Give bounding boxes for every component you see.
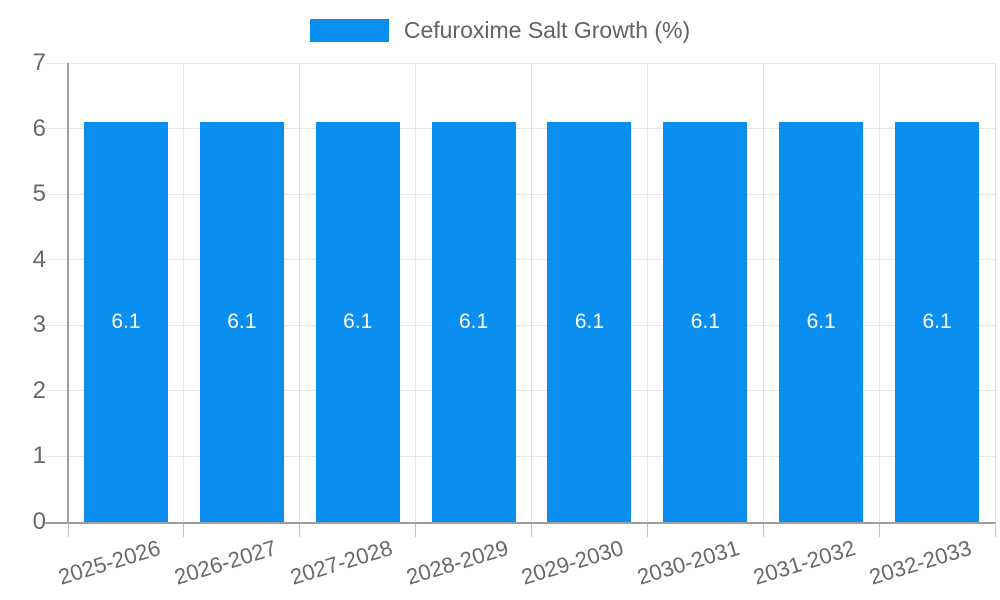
x-gridline	[299, 63, 301, 522]
y-axis-tick-label: 2	[32, 376, 46, 404]
y-gridline	[45, 259, 995, 261]
bar-value-label: 6.1	[111, 310, 141, 333]
y-axis-tick-label: 0	[32, 508, 46, 535]
y-gridline	[45, 455, 995, 457]
plot-area: 0 1 2 3 4 5 6 7 6.1 6.1 6.1 6.1 6.1 6.1 6.1 6.1 2025-202…	[33, 49, 996, 590]
legend-label: Cefuroxime Salt Growth (%)	[403, 17, 691, 43]
y-gridline	[45, 193, 995, 195]
y-axis-tick-label: 1	[32, 442, 46, 470]
bar-value-label: 6.1	[922, 310, 952, 333]
y-axis-tick-label: 4	[32, 245, 46, 273]
y-axis-tick-label: 5	[32, 180, 46, 208]
bar-value-label: 6.1	[343, 310, 373, 333]
bar-value-label: 6.1	[806, 310, 836, 333]
x-axis-tick	[762, 522, 764, 537]
y-gridline	[45, 128, 995, 130]
bar-value-label: 6.1	[458, 310, 489, 333]
x-gridline	[531, 63, 532, 522]
y-axis-tick-label: 7	[32, 49, 46, 76]
bar[interactable]: 6.1	[663, 122, 748, 522]
y-axis-tick-label: 6	[32, 114, 46, 142]
x-axis-tick	[415, 522, 417, 537]
bar[interactable]: 6.1	[315, 122, 400, 522]
bar[interactable]: 6.1	[895, 122, 980, 522]
x-gridline	[994, 63, 996, 522]
x-axis-tick	[299, 522, 301, 537]
bar-value-label: 6.1	[690, 310, 720, 333]
legend-swatch	[309, 19, 389, 42]
legend: Cefuroxime Salt Growth (%)	[0, 17, 1000, 44]
y-gridline	[45, 390, 995, 392]
x-axis-tick	[67, 522, 69, 537]
bar[interactable]: 6.1	[199, 122, 284, 522]
y-axis-line	[67, 63, 69, 522]
x-gridline	[183, 63, 185, 522]
bar[interactable]: 6.1	[779, 122, 864, 522]
x-gridline	[762, 63, 764, 522]
x-axis-tick	[183, 522, 185, 537]
y-gridline	[45, 62, 995, 64]
x-gridline	[878, 63, 880, 522]
x-axis-line	[45, 522, 995, 524]
x-axis-tick	[531, 522, 532, 537]
x-gridline	[646, 63, 648, 522]
x-gridline	[415, 63, 417, 522]
bar[interactable]: 6.1	[547, 122, 632, 522]
bar-value-label: 6.1	[227, 310, 257, 333]
bar[interactable]: 6.1	[83, 122, 168, 522]
y-axis-tick-label: 3	[32, 311, 46, 339]
bar[interactable]: 6.1	[431, 122, 516, 522]
x-axis-tick	[646, 522, 648, 537]
x-axis-tick	[878, 522, 880, 537]
y-gridline	[45, 324, 995, 326]
x-axis-tick	[994, 522, 996, 537]
bar-value-label: 6.1	[574, 310, 605, 333]
